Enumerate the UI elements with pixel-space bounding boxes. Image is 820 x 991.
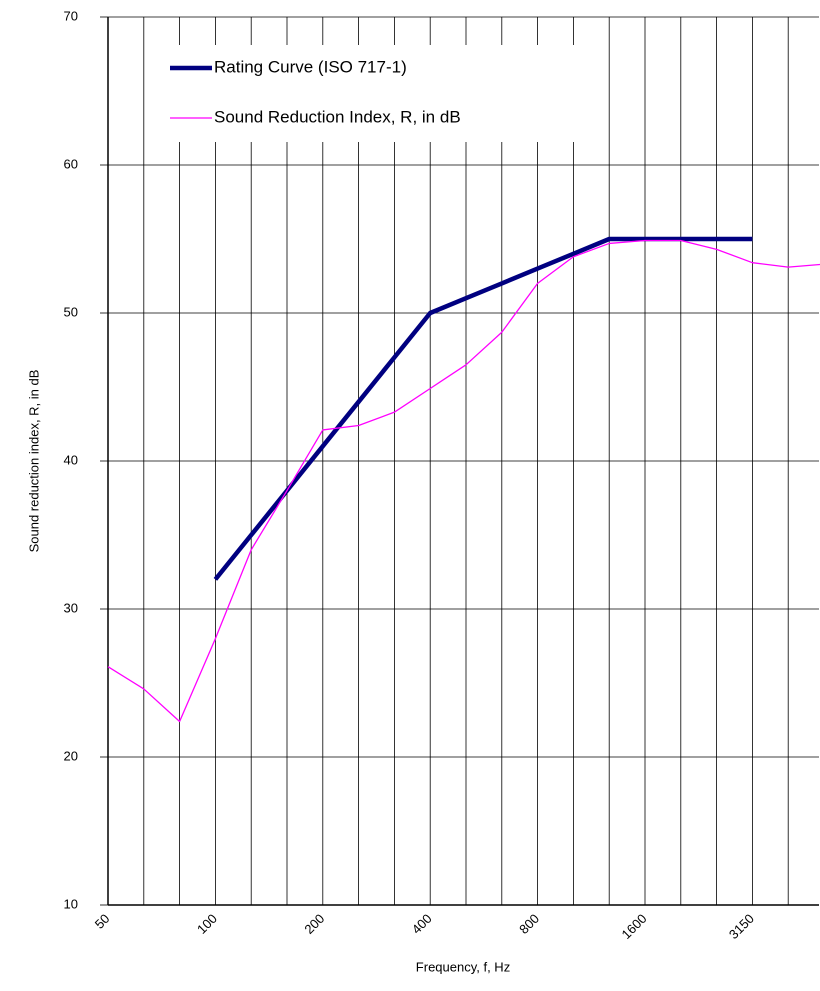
x-tick-label: 3150 [726, 911, 757, 942]
x-axis-label: Frequency, f, Hz [416, 959, 510, 974]
y-tick-label: 70 [64, 8, 78, 23]
series-line [107, 239, 820, 723]
y-tick-label: 60 [64, 156, 78, 171]
x-tick-label: 200 [301, 911, 327, 937]
series-line [213, 236, 753, 581]
x-tick-label: 50 [92, 911, 113, 932]
legend-label: Rating Curve (ISO 717-1) [214, 57, 407, 76]
legend-box [150, 45, 575, 142]
y-tick-label: 40 [64, 452, 78, 467]
y-tick-label: 10 [64, 896, 78, 911]
x-tick-label: 400 [409, 911, 435, 937]
x-tick-label: 800 [516, 911, 542, 937]
x-tick-label: 1600 [618, 911, 649, 942]
y-axis-label: Sound reduction index, R, in dB [26, 370, 41, 553]
y-tick-label: 30 [64, 600, 78, 615]
x-tick-label: 100 [194, 911, 220, 937]
y-tick-label: 50 [64, 304, 78, 319]
legend-label: Sound Reduction Index, R, in dB [214, 107, 461, 126]
y-tick-label: 20 [64, 748, 78, 763]
